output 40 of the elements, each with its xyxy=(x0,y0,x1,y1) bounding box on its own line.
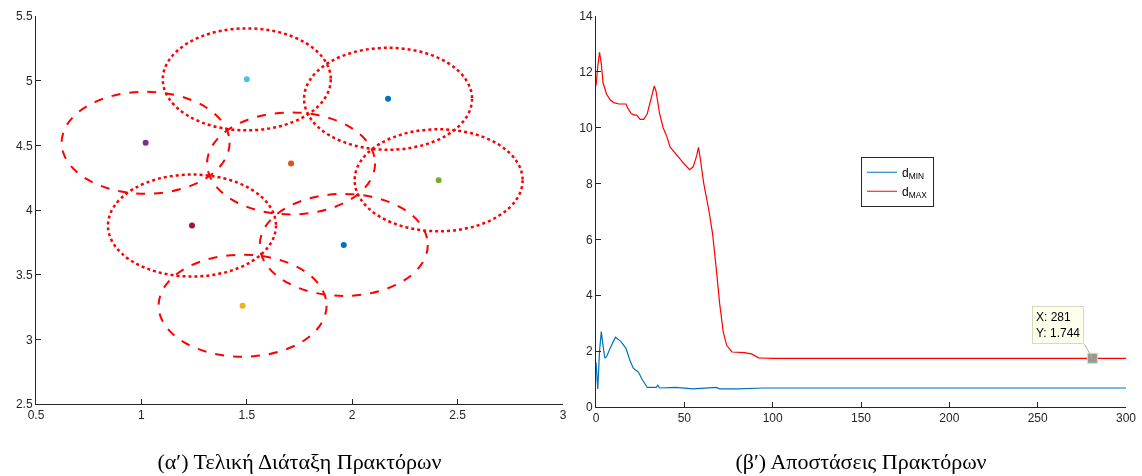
x-tick-label: 300 xyxy=(1115,411,1137,426)
x-tick-label: 2.5 xyxy=(449,408,467,423)
x-tick-label: 1.5 xyxy=(238,408,256,423)
text: (β′) Αποστάσεις Πρακτόρων xyxy=(735,448,987,474)
point xyxy=(385,95,392,102)
x-tick-label: 0.5 xyxy=(27,408,45,423)
y-tick-label: 14 xyxy=(579,9,593,24)
point xyxy=(188,222,195,229)
point xyxy=(340,241,347,248)
line-series xyxy=(596,330,1126,390)
point xyxy=(142,139,149,146)
x-tick-label: 200 xyxy=(939,411,960,426)
annotation: X: 281 Y: 1.744 xyxy=(1036,310,1081,340)
y-tick-label: 6 xyxy=(585,232,593,247)
line-series xyxy=(596,51,1126,359)
y-tick-label: 10 xyxy=(579,120,593,135)
x-tick-label: 3 xyxy=(559,408,567,423)
y-tick-label: 3 xyxy=(25,332,33,347)
point xyxy=(435,177,442,184)
point xyxy=(239,302,246,309)
legend-label: d$_{MAX}$ xyxy=(902,184,928,201)
y-tick-label: 2 xyxy=(585,344,593,359)
y-tick-label: 5 xyxy=(25,73,33,88)
y-tick-label: 8 xyxy=(585,176,593,191)
y-tick-label: 12 xyxy=(579,65,593,80)
point xyxy=(288,160,295,167)
x-tick-label: 250 xyxy=(1027,411,1048,426)
text: (α′) Τελική Διάταξη Πρακτόρων xyxy=(157,448,442,474)
y-tick-label: 4 xyxy=(585,288,593,303)
x-tick-label: 100 xyxy=(762,411,783,426)
y-tick-label: 5.5 xyxy=(15,9,33,24)
x-tick-label: 150 xyxy=(850,411,872,426)
point xyxy=(243,76,250,83)
x-tick-label: 2 xyxy=(348,408,356,423)
x-tick-label: 50 xyxy=(677,411,692,426)
y-tick-label: 4 xyxy=(25,203,33,218)
legend-label: d$_{MIN}$ xyxy=(902,165,925,182)
y-tick-label: 4.5 xyxy=(15,138,33,153)
x-tick-label: 1 xyxy=(138,408,146,423)
y-tick-label: 3.5 xyxy=(15,267,33,282)
